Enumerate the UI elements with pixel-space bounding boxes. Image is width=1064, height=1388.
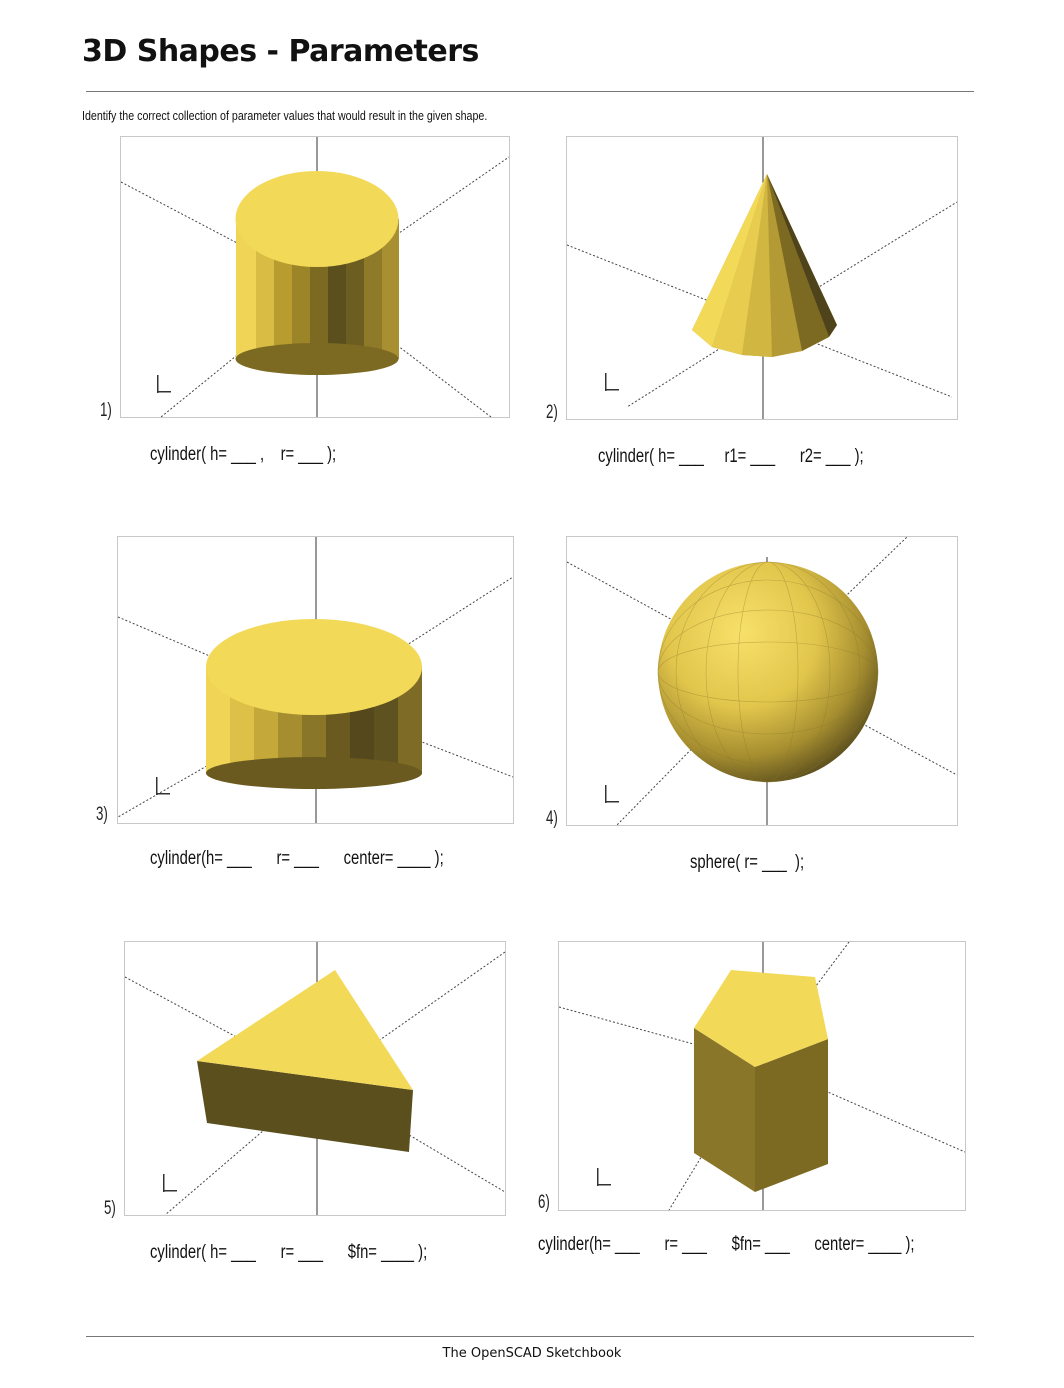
code-prompt: cylinder( h= ___ r1= ___ r2= ___ ); bbox=[598, 446, 864, 467]
problem-number: 4) bbox=[546, 808, 558, 829]
render-view-3 bbox=[117, 536, 514, 824]
problem-number: 1) bbox=[100, 400, 112, 421]
code-prompt: sphere( r= ___ ); bbox=[690, 852, 805, 873]
problem-number: 5) bbox=[104, 1198, 116, 1219]
triangular-prism-render bbox=[125, 942, 505, 1215]
code-prompt: cylinder( h= ___ , r= ___ ); bbox=[150, 444, 337, 465]
instructions: Identify the correct collection of param… bbox=[82, 108, 488, 123]
footer-text: The OpenSCAD Sketchbook bbox=[442, 1346, 622, 1361]
page-title: 3D Shapes - Parameters bbox=[82, 34, 479, 69]
code-prompt: cylinder(h= ___ r= ___ center= ____ ); bbox=[150, 848, 444, 869]
code-prompt: cylinder(h= ___ r= ___ $fn= ___ center= … bbox=[538, 1234, 915, 1255]
sphere-render bbox=[567, 537, 957, 825]
problem-number: 6) bbox=[538, 1192, 550, 1213]
render-view-4 bbox=[566, 536, 958, 826]
pentagonal-prism-render bbox=[559, 942, 965, 1210]
problem-number: 2) bbox=[546, 402, 558, 423]
problem-number: 3) bbox=[96, 804, 108, 825]
render-view-5 bbox=[124, 941, 506, 1216]
short-cylinder-render bbox=[118, 537, 513, 823]
header-divider bbox=[86, 91, 974, 92]
footer-divider bbox=[86, 1336, 974, 1337]
render-view-1 bbox=[120, 136, 510, 418]
cone-render bbox=[567, 137, 957, 419]
render-view-2 bbox=[566, 136, 958, 420]
cylinder-render bbox=[121, 137, 509, 417]
render-view-6 bbox=[558, 941, 966, 1211]
code-prompt: cylinder( h= ___ r= ___ $fn= ____ ); bbox=[150, 1242, 428, 1263]
